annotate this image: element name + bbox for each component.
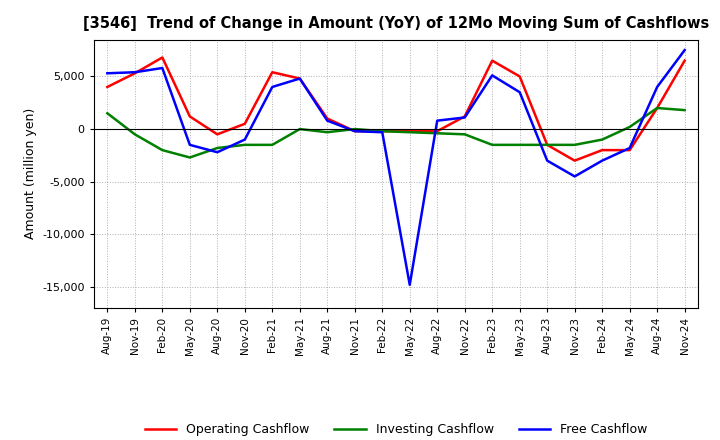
Investing Cashflow bbox=[653, 105, 662, 110]
Investing Cashflow bbox=[378, 128, 387, 134]
Operating Cashflow bbox=[653, 105, 662, 110]
Investing Cashflow bbox=[543, 142, 552, 147]
Free Cashflow bbox=[680, 48, 689, 53]
Operating Cashflow bbox=[626, 147, 634, 153]
Free Cashflow bbox=[295, 76, 304, 81]
Line: Free Cashflow: Free Cashflow bbox=[107, 50, 685, 285]
Operating Cashflow bbox=[351, 128, 359, 134]
Investing Cashflow bbox=[516, 142, 524, 147]
Free Cashflow bbox=[433, 118, 441, 123]
Y-axis label: Amount (million yen): Amount (million yen) bbox=[24, 108, 37, 239]
Investing Cashflow bbox=[460, 132, 469, 137]
Free Cashflow bbox=[460, 115, 469, 120]
Investing Cashflow bbox=[158, 147, 166, 153]
Investing Cashflow bbox=[351, 126, 359, 132]
Free Cashflow bbox=[158, 66, 166, 71]
Free Cashflow bbox=[351, 128, 359, 134]
Operating Cashflow bbox=[323, 116, 332, 121]
Operating Cashflow bbox=[295, 76, 304, 81]
Operating Cashflow bbox=[130, 71, 139, 76]
Free Cashflow bbox=[323, 118, 332, 123]
Investing Cashflow bbox=[433, 131, 441, 136]
Free Cashflow bbox=[626, 145, 634, 150]
Investing Cashflow bbox=[103, 110, 112, 116]
Free Cashflow bbox=[103, 71, 112, 76]
Operating Cashflow bbox=[186, 114, 194, 119]
Free Cashflow bbox=[516, 90, 524, 95]
Operating Cashflow bbox=[378, 128, 387, 134]
Free Cashflow bbox=[653, 84, 662, 90]
Investing Cashflow bbox=[680, 107, 689, 113]
Free Cashflow bbox=[130, 70, 139, 75]
Operating Cashflow bbox=[268, 70, 276, 75]
Free Cashflow bbox=[240, 137, 249, 142]
Operating Cashflow bbox=[405, 128, 414, 134]
Investing Cashflow bbox=[570, 142, 579, 147]
Line: Investing Cashflow: Investing Cashflow bbox=[107, 108, 685, 158]
Free Cashflow bbox=[543, 158, 552, 163]
Operating Cashflow bbox=[543, 142, 552, 147]
Investing Cashflow bbox=[405, 130, 414, 135]
Free Cashflow bbox=[488, 73, 497, 78]
Investing Cashflow bbox=[598, 137, 606, 142]
Free Cashflow bbox=[405, 282, 414, 287]
Operating Cashflow bbox=[598, 147, 606, 153]
Operating Cashflow bbox=[103, 84, 112, 90]
Operating Cashflow bbox=[433, 128, 441, 134]
Operating Cashflow bbox=[570, 158, 579, 163]
Investing Cashflow bbox=[626, 125, 634, 130]
Free Cashflow bbox=[378, 130, 387, 135]
Investing Cashflow bbox=[295, 126, 304, 132]
Operating Cashflow bbox=[680, 58, 689, 63]
Investing Cashflow bbox=[488, 142, 497, 147]
Investing Cashflow bbox=[130, 132, 139, 137]
Legend: Operating Cashflow, Investing Cashflow, Free Cashflow: Operating Cashflow, Investing Cashflow, … bbox=[140, 418, 652, 440]
Investing Cashflow bbox=[186, 155, 194, 160]
Investing Cashflow bbox=[213, 145, 222, 150]
Investing Cashflow bbox=[240, 142, 249, 147]
Operating Cashflow bbox=[488, 58, 497, 63]
Free Cashflow bbox=[598, 158, 606, 163]
Operating Cashflow bbox=[240, 121, 249, 126]
Line: Operating Cashflow: Operating Cashflow bbox=[107, 58, 685, 161]
Investing Cashflow bbox=[323, 130, 332, 135]
Free Cashflow bbox=[213, 150, 222, 155]
Title: [3546]  Trend of Change in Amount (YoY) of 12Mo Moving Sum of Cashflows: [3546] Trend of Change in Amount (YoY) o… bbox=[83, 16, 709, 32]
Investing Cashflow bbox=[268, 142, 276, 147]
Operating Cashflow bbox=[460, 114, 469, 119]
Operating Cashflow bbox=[213, 132, 222, 137]
Free Cashflow bbox=[186, 142, 194, 147]
Operating Cashflow bbox=[516, 74, 524, 79]
Free Cashflow bbox=[268, 84, 276, 90]
Operating Cashflow bbox=[158, 55, 166, 60]
Free Cashflow bbox=[570, 174, 579, 179]
